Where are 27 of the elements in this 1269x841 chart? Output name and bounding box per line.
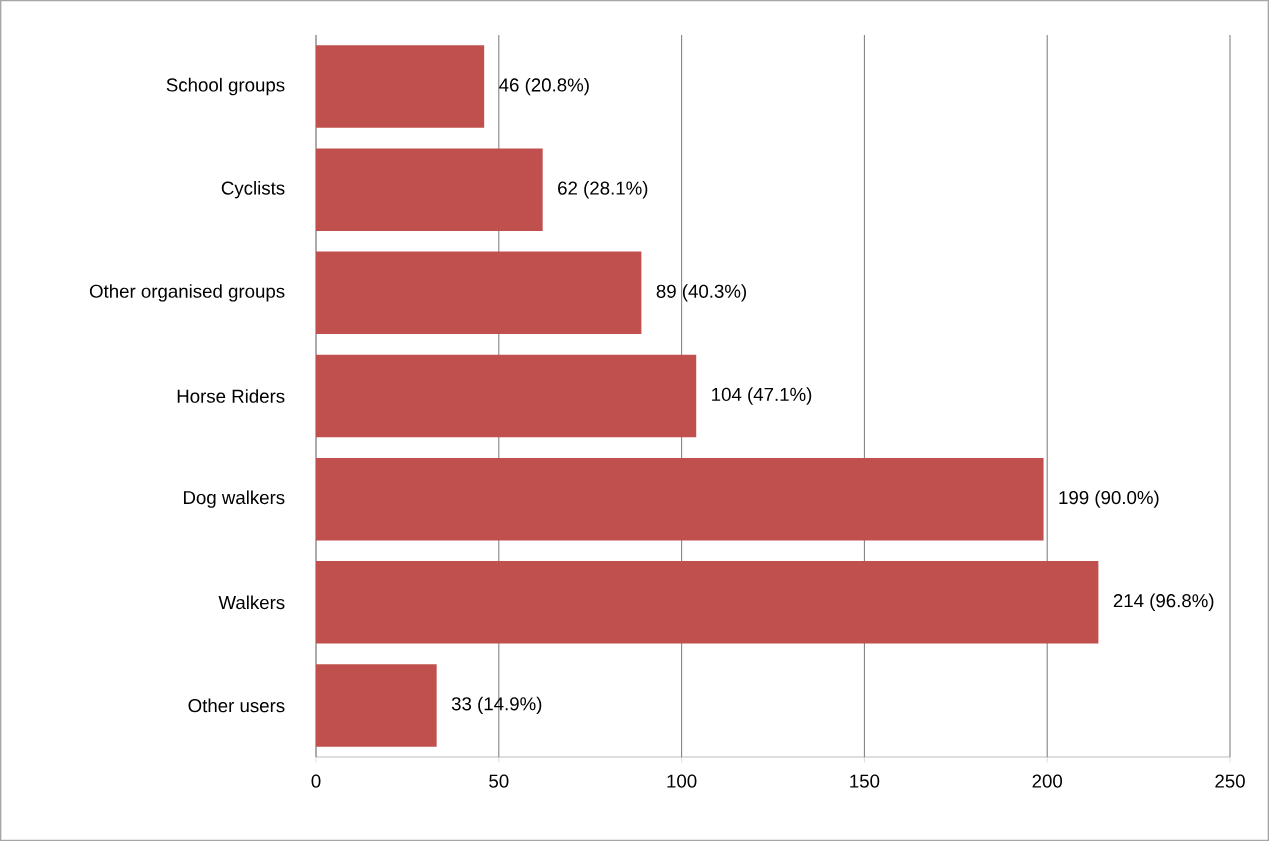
y-tick-label: Horse Riders (177, 389, 285, 403)
data-label: 104 (47.1%) (712, 387, 812, 405)
y-tick-label: Walkers (218, 595, 285, 610)
bar (316, 561, 1099, 644)
y-tick-label: Other organised groups (89, 284, 285, 302)
y-tick-label: Dog walkers (183, 490, 285, 508)
x-tick-label: 50 (489, 774, 509, 788)
bar (316, 664, 437, 747)
bar (316, 457, 1044, 541)
data-label: 199 (90.0%) (1059, 490, 1159, 508)
bar (316, 45, 485, 128)
x-tick-label: 0 (311, 774, 321, 788)
data-label: 62 (28.1%) (558, 181, 648, 199)
data-label: 46 (20.8%) (499, 77, 589, 96)
x-tick-label: 250 (1215, 774, 1245, 788)
bar (316, 251, 642, 335)
y-tick-label: Cyclists (221, 181, 285, 199)
data-label: 33 (14.9%) (451, 696, 542, 715)
bar (316, 354, 697, 438)
data-label: 89 (40.3%) (656, 284, 746, 302)
x-tick-label: 150 (850, 774, 880, 788)
y-tick-label: School groups (166, 77, 285, 96)
x-tick-label: 100 (667, 774, 697, 788)
x-tick-label: 200 (1032, 774, 1063, 788)
bar (316, 148, 543, 231)
y-tick-label: Other users (188, 698, 285, 713)
data-label: 214 (96.8%) (1113, 593, 1214, 611)
